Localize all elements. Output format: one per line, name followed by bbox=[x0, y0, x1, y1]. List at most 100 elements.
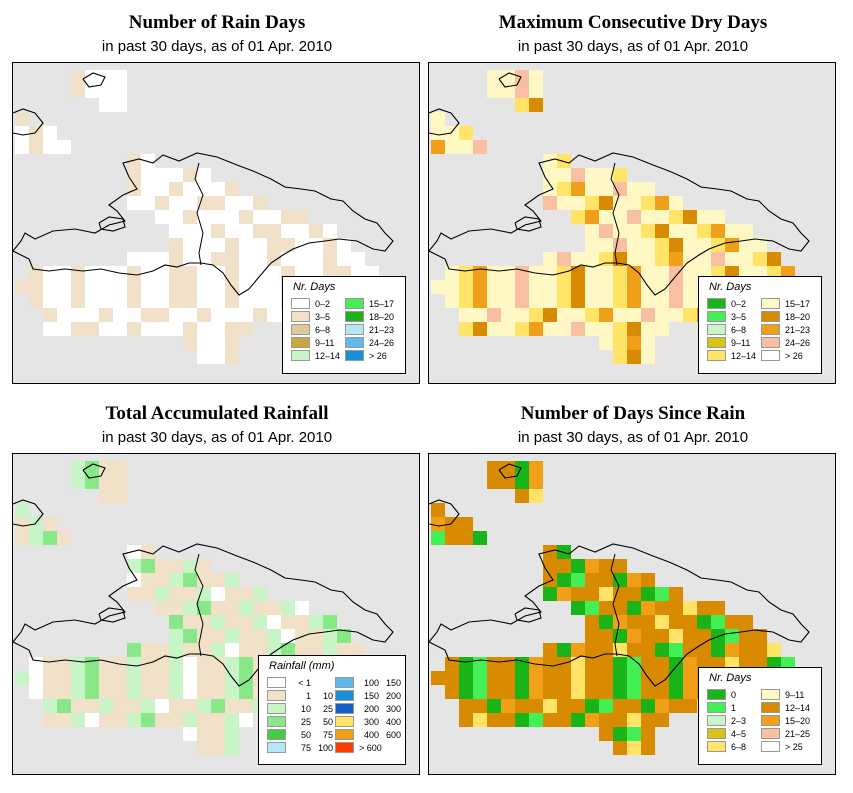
grid-cell bbox=[267, 266, 281, 280]
grid-cell bbox=[669, 587, 683, 601]
legend-swatch bbox=[345, 298, 364, 309]
legend-item: 6–8 bbox=[291, 323, 340, 336]
grid-cell bbox=[239, 210, 253, 224]
grid-cell bbox=[99, 84, 113, 98]
grid-cell bbox=[99, 322, 113, 336]
grid-cell bbox=[183, 280, 197, 294]
grid-cell bbox=[445, 126, 459, 140]
grid-cell bbox=[211, 713, 225, 727]
grid-cell bbox=[267, 280, 281, 294]
map-legend: Nr. Days 0–2 3–5 6–8 9–11 12–14 15–17 18–20 21… bbox=[282, 276, 406, 374]
grid-cell bbox=[85, 713, 99, 727]
legend-range-low: > 600 bbox=[359, 742, 382, 753]
grid-cell bbox=[627, 266, 641, 280]
grid-cell bbox=[197, 336, 211, 350]
legend-range: 75 100 bbox=[291, 743, 333, 753]
grid-cell bbox=[141, 294, 155, 308]
grid-cell bbox=[585, 559, 599, 573]
grid-cell bbox=[627, 699, 641, 713]
grid-cell bbox=[683, 224, 697, 238]
grid-cell bbox=[613, 308, 627, 322]
grid-cell bbox=[351, 252, 365, 266]
grid-cell bbox=[57, 294, 71, 308]
grid-cell bbox=[43, 517, 57, 531]
legend-swatch bbox=[345, 311, 364, 322]
legend-swatch bbox=[707, 689, 726, 700]
grid-cell bbox=[571, 657, 585, 671]
grid-cell bbox=[155, 168, 169, 182]
legend-swatch bbox=[707, 715, 726, 726]
grid-cell bbox=[155, 182, 169, 196]
grid-cell bbox=[127, 280, 141, 294]
legend-swatch bbox=[291, 350, 310, 361]
grid-cell bbox=[557, 685, 571, 699]
grid-cell bbox=[669, 308, 683, 322]
grid-cell bbox=[515, 322, 529, 336]
grid-cell bbox=[529, 713, 543, 727]
grid-cell bbox=[29, 685, 43, 699]
legend-item: 300 400 bbox=[335, 715, 401, 728]
grid-cell bbox=[641, 224, 655, 238]
grid-cell bbox=[445, 294, 459, 308]
grid-cell bbox=[197, 559, 211, 573]
grid-cell bbox=[253, 252, 267, 266]
grid-cell bbox=[445, 685, 459, 699]
grid-cell bbox=[15, 503, 29, 517]
legend-label: 24–26 bbox=[369, 337, 395, 348]
grid-cell bbox=[515, 657, 529, 671]
grid-cell bbox=[585, 699, 599, 713]
grid-cell bbox=[113, 671, 127, 685]
grid-cell bbox=[113, 280, 127, 294]
legend-range-high: 600 bbox=[385, 729, 401, 740]
grid-cell bbox=[127, 657, 141, 671]
grid-cell bbox=[529, 322, 543, 336]
grid-cell bbox=[557, 280, 571, 294]
grid-cell bbox=[183, 210, 197, 224]
grid-cell bbox=[43, 671, 57, 685]
grid-cell bbox=[127, 573, 141, 587]
legend-label: 9–11 bbox=[315, 337, 335, 348]
grid-cell bbox=[323, 615, 337, 629]
grid-cell bbox=[197, 615, 211, 629]
grid-cell bbox=[71, 685, 85, 699]
legend-swatch bbox=[267, 729, 286, 740]
grid-cell bbox=[211, 685, 225, 699]
grid-cell bbox=[155, 559, 169, 573]
grid-cell bbox=[141, 308, 155, 322]
grid-cell bbox=[571, 308, 585, 322]
legend-label: 21–23 bbox=[785, 324, 811, 335]
grid-cell bbox=[225, 657, 239, 671]
grid-cell bbox=[197, 657, 211, 671]
grid-cell bbox=[225, 350, 239, 364]
grid-cell bbox=[711, 238, 725, 252]
grid-cell bbox=[337, 252, 351, 266]
grid-cell bbox=[571, 559, 585, 573]
grid-cell bbox=[627, 322, 641, 336]
grid-cell bbox=[669, 671, 683, 685]
grid-cell bbox=[669, 280, 683, 294]
grid-cell bbox=[169, 210, 183, 224]
grid-cell bbox=[71, 308, 85, 322]
grid-cell bbox=[15, 671, 29, 685]
grid-cell bbox=[529, 70, 543, 84]
grid-cell bbox=[683, 238, 697, 252]
grid-cell bbox=[295, 210, 309, 224]
grid-cell bbox=[655, 615, 669, 629]
legend-label: 4–5 bbox=[731, 728, 747, 739]
grid-cell bbox=[641, 252, 655, 266]
grid-cell bbox=[57, 531, 71, 545]
grid-cell bbox=[669, 266, 683, 280]
legend-swatch bbox=[707, 298, 726, 309]
grid-cell bbox=[253, 643, 267, 657]
legend-swatch bbox=[761, 337, 780, 348]
grid-cell bbox=[197, 573, 211, 587]
grid-cell bbox=[43, 294, 57, 308]
grid-cell bbox=[43, 322, 57, 336]
grid-cell bbox=[127, 671, 141, 685]
grid-cell bbox=[211, 601, 225, 615]
grid-cell bbox=[543, 685, 557, 699]
grid-cell bbox=[169, 322, 183, 336]
legend-range: > 600 bbox=[359, 743, 401, 753]
legend-range-low: 75 bbox=[300, 742, 311, 753]
grid-cell bbox=[85, 685, 99, 699]
